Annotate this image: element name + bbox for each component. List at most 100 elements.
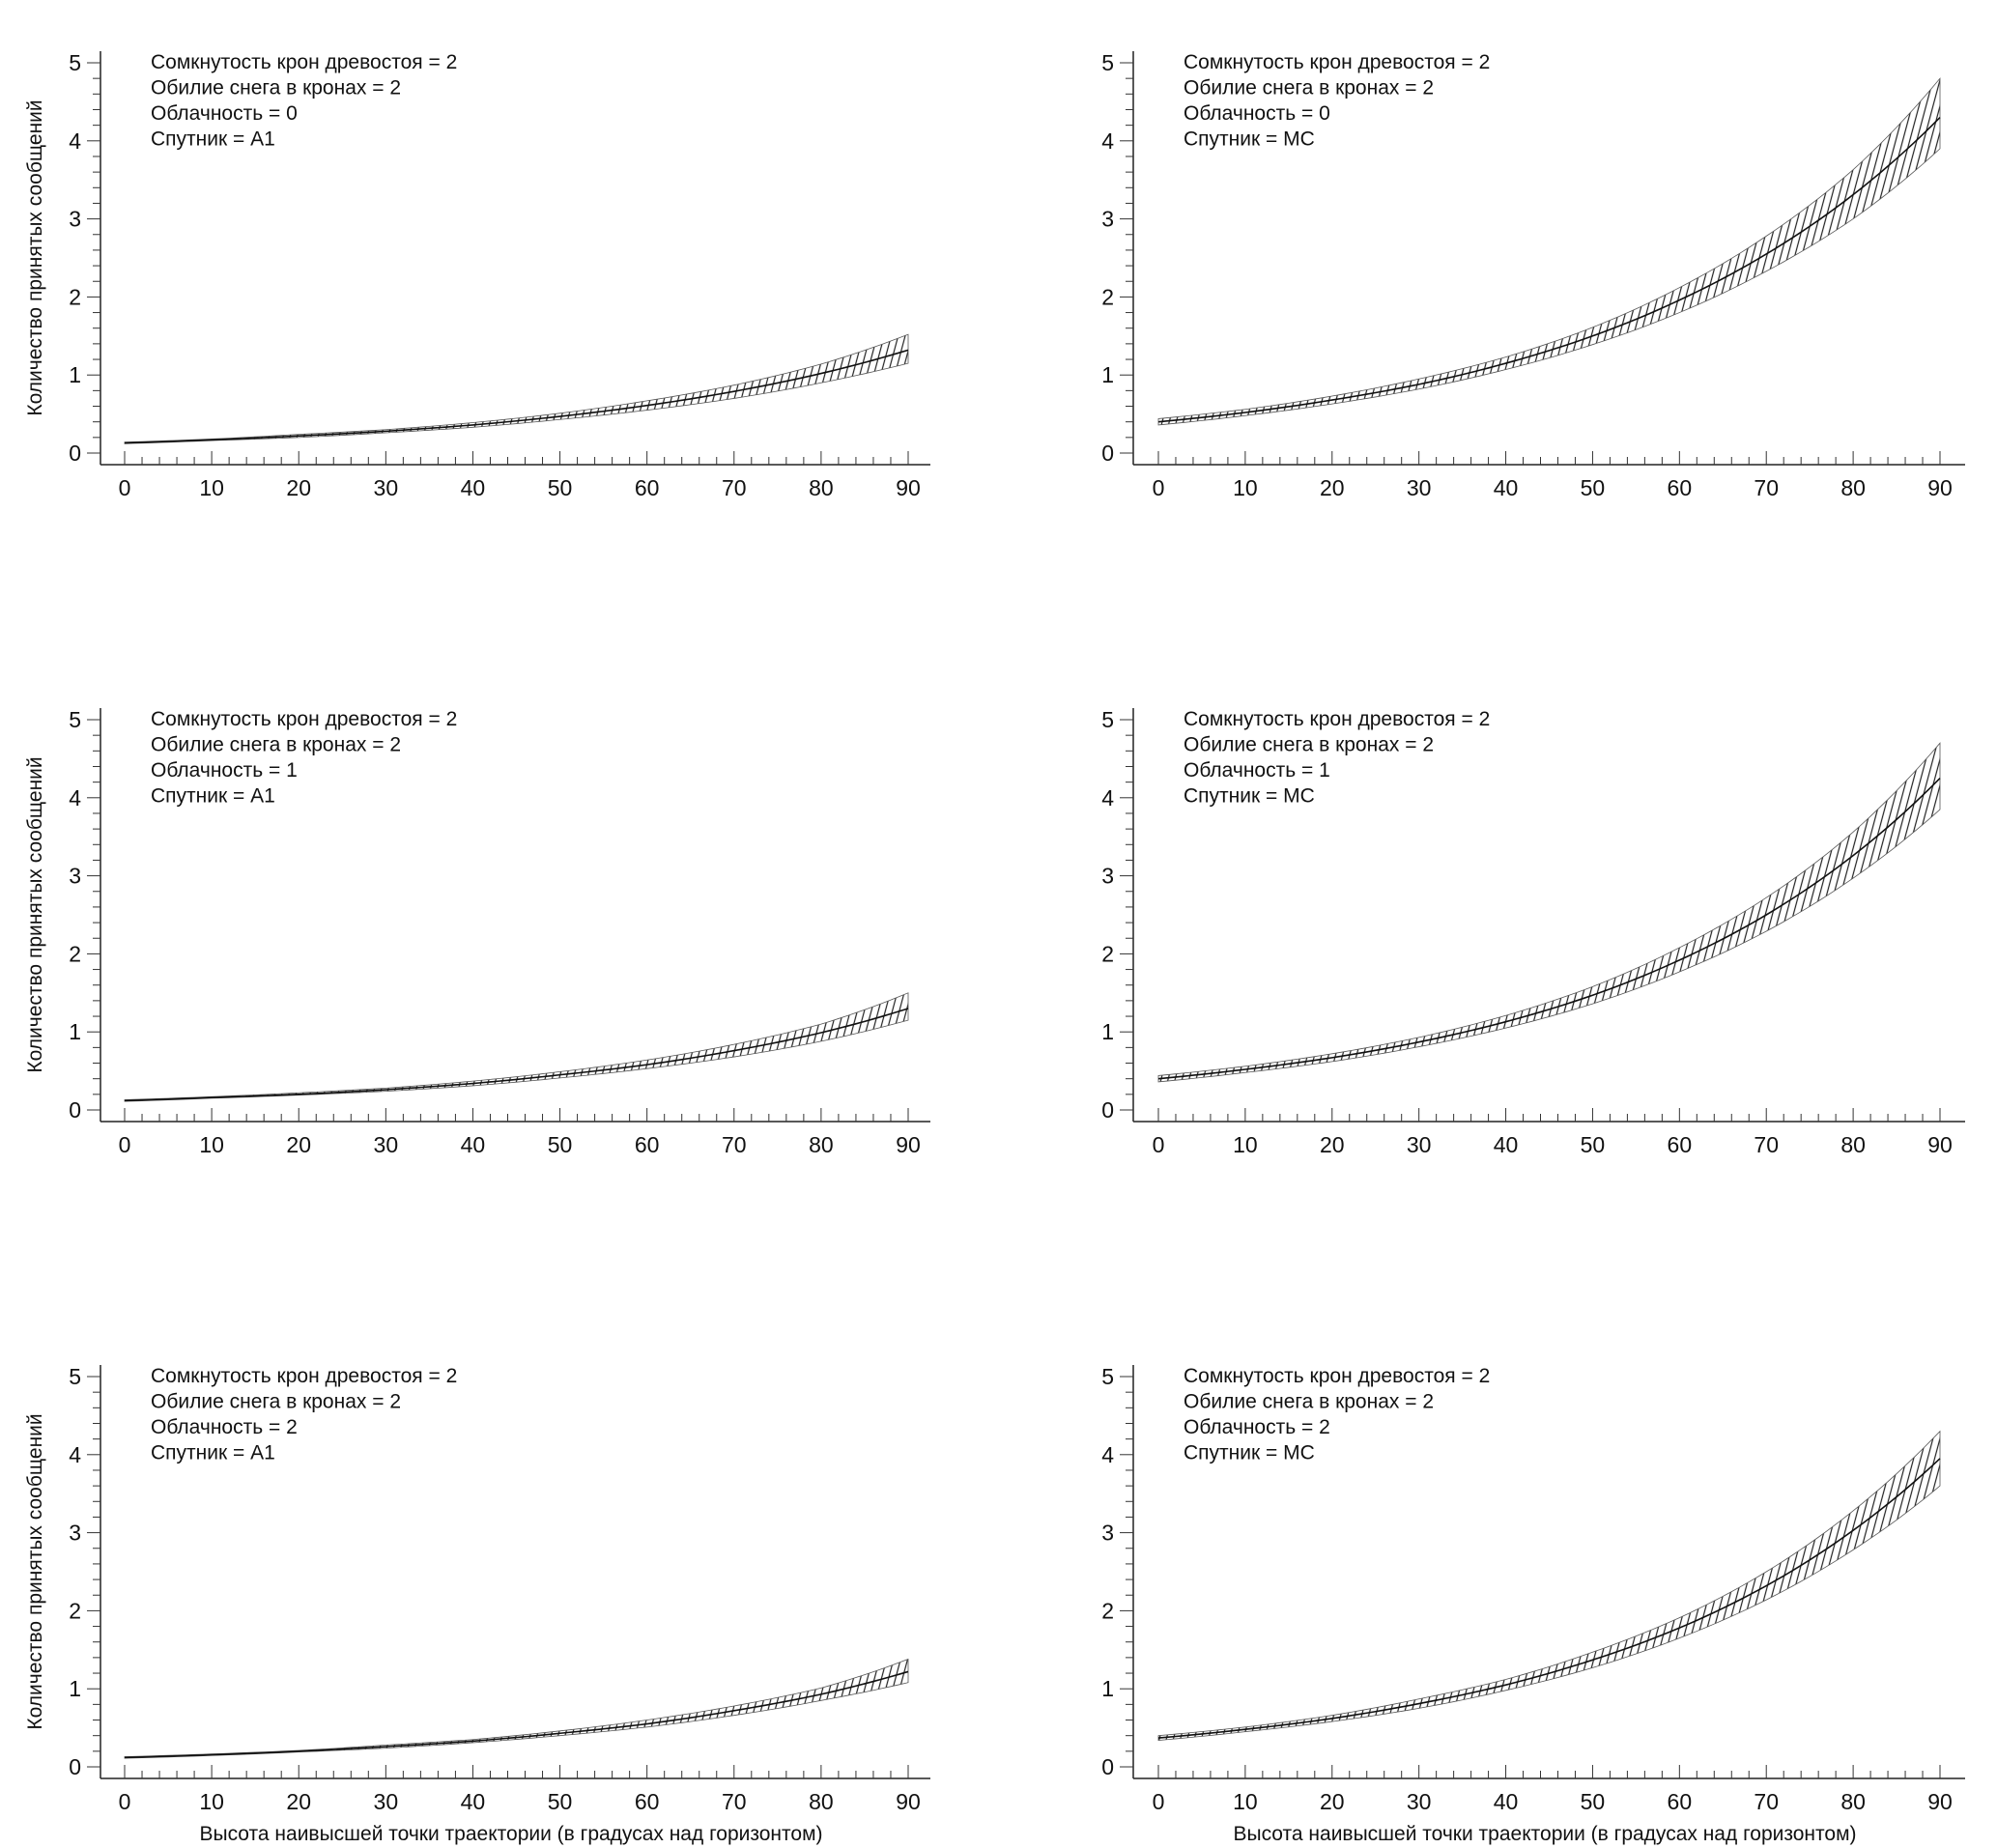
x-tick-label: 0 (1153, 1132, 1165, 1157)
x-tick-label: 90 (1927, 1132, 1953, 1157)
mean-line (1157, 778, 1941, 1080)
y-tick-label: 0 (1101, 441, 1114, 466)
legend-entry: Обилие снега в кронах = 2 (151, 734, 401, 756)
legend-entry: Спутник = A1 (151, 785, 275, 808)
x-tick-label: 0 (119, 1789, 131, 1814)
x-tick-label: 10 (199, 475, 224, 500)
x-tick-label: 30 (1407, 475, 1432, 500)
x-tick-label: 20 (1320, 1789, 1345, 1814)
mean-line (1157, 1458, 1941, 1739)
x-tick-label: 30 (1407, 1789, 1432, 1814)
y-tick-label: 2 (69, 284, 81, 309)
x-tick-label: 10 (1233, 1789, 1258, 1814)
mean-line (1157, 116, 1941, 423)
x-tick-label: 50 (548, 1789, 573, 1814)
legend-entry: Спутник = МС (1184, 128, 1315, 151)
x-tick-label: 80 (1840, 475, 1866, 500)
y-tick-label: 4 (69, 1442, 81, 1467)
y-tick-label: 3 (1101, 1521, 1114, 1546)
confidence-band (124, 333, 909, 444)
y-axis-label: Количество принятых сообщений (24, 756, 46, 1072)
y-tick-label: 1 (1101, 362, 1114, 387)
legend-entry: Облачность = 2 (1184, 1416, 1330, 1438)
confidence-band (1157, 742, 1941, 1083)
legend-entry: Обилие снега в кронах = 2 (1184, 1391, 1434, 1413)
x-axis-label: Высота наивысшей точки траектории (в гра… (1233, 1823, 1856, 1845)
mean-line (124, 1670, 909, 1759)
x-tick-label: 60 (635, 475, 660, 500)
legend-entry: Обилие снега в кронах = 2 (151, 77, 401, 100)
y-tick-label: 1 (69, 1019, 81, 1044)
y-axis-label: Количество принятых сообщений (24, 100, 46, 415)
legend-entry: Сомкнутость крон древостоя = 2 (1184, 708, 1490, 730)
legend-entry: Спутник = МС (1184, 785, 1315, 808)
y-tick-label: 0 (69, 1097, 81, 1123)
x-tick-label: 10 (199, 1132, 224, 1157)
x-tick-label: 80 (809, 1132, 834, 1157)
confidence-band (1157, 77, 1941, 426)
x-tick-label: 40 (461, 1789, 486, 1814)
y-tick-label: 5 (1101, 50, 1114, 75)
y-tick-label: 4 (1101, 785, 1114, 810)
x-tick-label: 50 (1581, 475, 1606, 500)
y-tick-label: 4 (1101, 128, 1114, 154)
x-tick-label: 90 (1927, 1789, 1953, 1814)
legend-entry: Сомкнутость крон древостоя = 2 (1184, 51, 1490, 73)
legend-entry: Облачность = 0 (1184, 102, 1330, 125)
legend-entry: Обилие снега в кронах = 2 (151, 1391, 401, 1413)
legend-entry: Облачность = 2 (151, 1416, 298, 1438)
x-tick-label: 60 (1668, 1789, 1693, 1814)
y-tick-label: 1 (1101, 1676, 1114, 1701)
x-tick-label: 20 (1320, 475, 1345, 500)
legend-entry: Спутник = A1 (151, 128, 275, 151)
x-tick-label: 10 (1233, 1132, 1258, 1157)
x-tick-label: 70 (722, 475, 747, 500)
y-tick-label: 0 (1101, 1754, 1114, 1779)
y-tick-label: 0 (69, 1754, 81, 1779)
x-tick-label: 20 (286, 1132, 311, 1157)
x-tick-label: 60 (1668, 475, 1693, 500)
x-tick-label: 70 (1754, 1132, 1779, 1157)
x-tick-label: 80 (1840, 1789, 1866, 1814)
y-tick-label: 5 (1101, 707, 1114, 732)
mean-line (124, 349, 909, 444)
y-tick-label: 4 (69, 785, 81, 810)
y-tick-label: 5 (69, 1364, 81, 1389)
x-tick-label: 90 (1927, 475, 1953, 500)
x-tick-label: 40 (461, 475, 486, 500)
confidence-band (124, 1658, 909, 1759)
x-tick-label: 60 (635, 1132, 660, 1157)
legend-entry: Облачность = 1 (151, 759, 298, 782)
y-tick-label: 0 (1101, 1097, 1114, 1123)
y-tick-label: 1 (69, 362, 81, 387)
x-tick-label: 50 (548, 475, 573, 500)
y-tick-label: 5 (69, 50, 81, 75)
legend-entry: Облачность = 0 (151, 102, 298, 125)
legend-entry: Сомкнутость крон древостоя = 2 (151, 1365, 457, 1387)
y-tick-label: 3 (69, 207, 81, 232)
x-tick-label: 0 (1153, 475, 1165, 500)
x-tick-label: 30 (374, 475, 399, 500)
x-tick-label: 10 (199, 1789, 224, 1814)
legend-entry: Спутник = A1 (151, 1442, 275, 1464)
x-tick-label: 90 (896, 1132, 921, 1157)
x-axis-label: Высота наивысшей точки траектории (в гра… (199, 1823, 822, 1845)
y-tick-label: 5 (1101, 1364, 1114, 1389)
confidence-band (1157, 1430, 1941, 1741)
x-tick-label: 0 (119, 475, 131, 500)
x-tick-label: 70 (722, 1789, 747, 1814)
legend-entry: Облачность = 1 (1184, 759, 1330, 782)
x-tick-label: 60 (635, 1789, 660, 1814)
x-tick-label: 40 (1494, 475, 1519, 500)
x-tick-label: 40 (1494, 1789, 1519, 1814)
y-tick-label: 4 (69, 128, 81, 154)
x-tick-label: 0 (1153, 1789, 1165, 1814)
x-tick-label: 70 (1754, 475, 1779, 500)
